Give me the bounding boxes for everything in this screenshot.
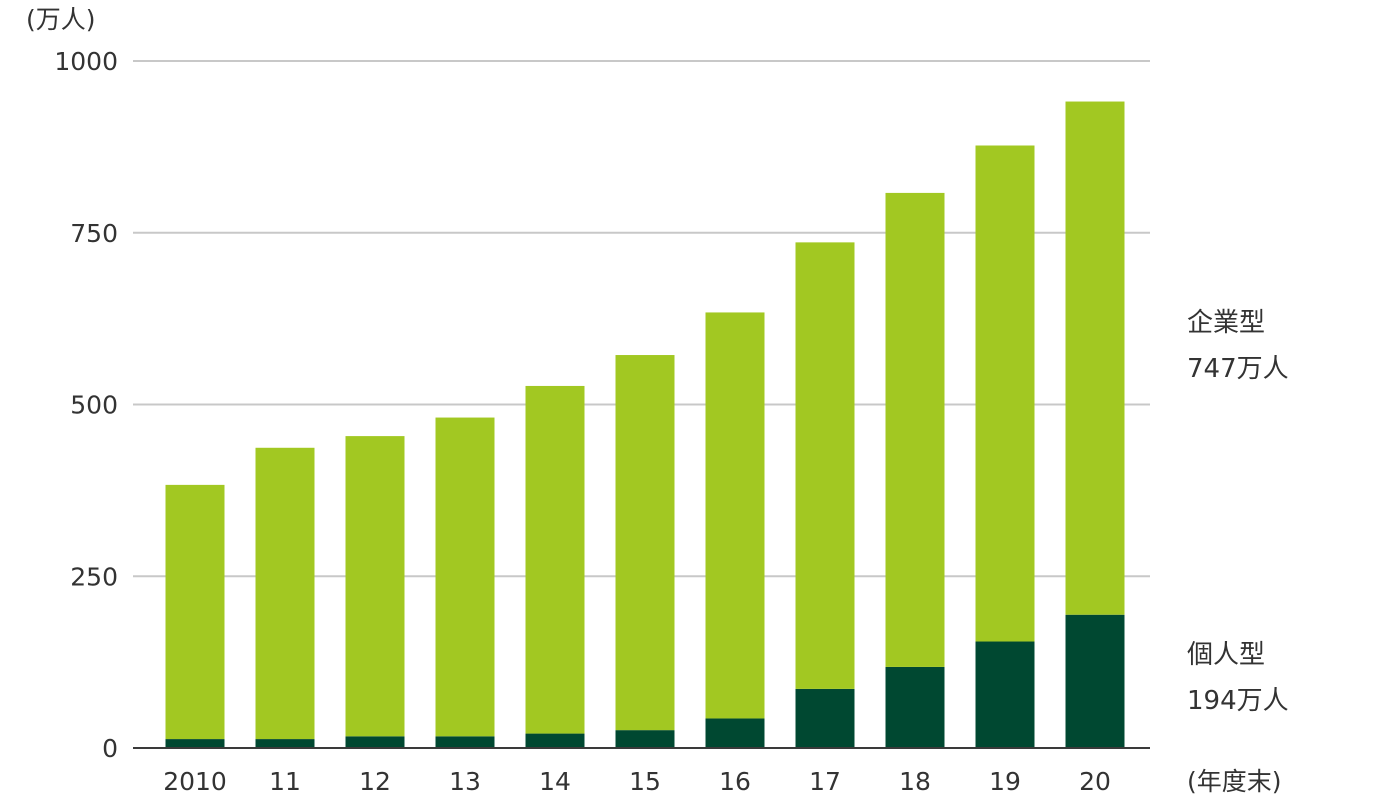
bar-segment-individual	[525, 733, 585, 748]
corporate-series-value: 747万人	[1187, 354, 1289, 384]
x-tick-label: 11	[269, 767, 301, 796]
bar-segment-corporate	[255, 447, 315, 740]
x-tick-label: 19	[989, 767, 1021, 796]
bar-segment-corporate	[1065, 101, 1125, 615]
bar-segment-corporate	[615, 355, 675, 731]
bar-segment-corporate	[525, 385, 585, 734]
bar-segment-corporate	[975, 145, 1035, 642]
bars	[165, 101, 1125, 748]
bar-segment-individual	[165, 739, 225, 748]
x-tick-label: 12	[359, 767, 391, 796]
bar-segment-individual	[795, 688, 855, 748]
y-tick-label: 0	[102, 734, 118, 763]
bar-segment-corporate	[795, 242, 855, 689]
bar-segment-corporate	[435, 417, 495, 737]
bar-segment-individual	[615, 730, 675, 748]
individual-series-value: 194万人	[1187, 686, 1289, 716]
individual-series-name: 個人型	[1187, 640, 1265, 670]
x-tick-label: 16	[719, 767, 751, 796]
y-tick-label: 750	[70, 219, 118, 248]
y-tick-label: 1000	[54, 47, 118, 76]
corporate-series-name: 企業型	[1187, 308, 1265, 338]
y-tick-label: 500	[70, 391, 118, 420]
y-unit-label: (万人)	[26, 5, 96, 34]
x-tick-label: 14	[539, 767, 571, 796]
bar-segment-individual	[255, 739, 315, 748]
x-tick-label: 15	[629, 767, 661, 796]
y-tick-label: 250	[70, 562, 118, 591]
bar-segment-corporate	[705, 312, 765, 719]
bar-segment-individual	[1065, 614, 1125, 748]
axes: 0 250 500 750 1000 2010 11 12 13 14 15 16 17 18 19 20	[54, 47, 1150, 796]
bar-segment-corporate	[345, 436, 405, 737]
bar-segment-individual	[885, 666, 945, 748]
x-tick-label: 17	[809, 767, 841, 796]
x-tick-label: 20	[1079, 767, 1111, 796]
bar-segment-individual	[345, 736, 405, 748]
x-tick-label: 13	[449, 767, 481, 796]
bar-segment-individual	[435, 736, 495, 748]
bar-segment-individual	[705, 718, 765, 748]
x-tick-label: 18	[899, 767, 931, 796]
bar-segment-individual	[975, 641, 1035, 748]
x-unit-label: (年度末)	[1187, 767, 1282, 796]
bar-segment-corporate	[885, 192, 945, 667]
x-tick-label: 2010	[163, 767, 227, 796]
bar-segment-corporate	[165, 484, 225, 740]
